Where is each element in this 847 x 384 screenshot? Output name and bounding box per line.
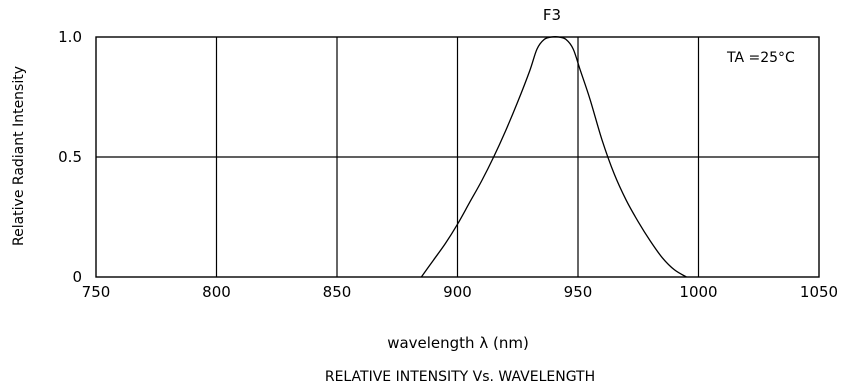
y-tick-label: 0.5	[58, 148, 82, 166]
y-tick-label: 1.0	[58, 28, 82, 46]
y-axis-label: Relative Radiant Intensity	[11, 66, 27, 246]
series-line	[420, 36, 687, 278]
x-tick-label: 750	[82, 283, 111, 301]
x-tick-label: 1000	[679, 283, 717, 301]
x-tick-label: 1050	[800, 283, 838, 301]
temperature-annotation: TA =25°C	[726, 50, 795, 66]
chart-title: F3	[543, 6, 561, 24]
x-tick-label: 900	[443, 283, 472, 301]
x-tick-label: 850	[323, 283, 352, 301]
grid-lines	[96, 37, 819, 277]
x-tick-label: 800	[202, 283, 231, 301]
x-tick-label: 950	[564, 283, 593, 301]
y-tick-label: 0	[72, 268, 82, 286]
x-tick-labels: 750 800 850 900 950 1000 1050	[82, 283, 838, 301]
x-axis-label: wavelength λ (nm)	[387, 334, 529, 352]
chart-subtitle: RELATIVE INTENSITY Vs. WAVELENGTH	[325, 369, 595, 384]
plot-frame	[95, 36, 820, 278]
y-tick-labels: 0 0.5 1.0	[58, 28, 82, 286]
